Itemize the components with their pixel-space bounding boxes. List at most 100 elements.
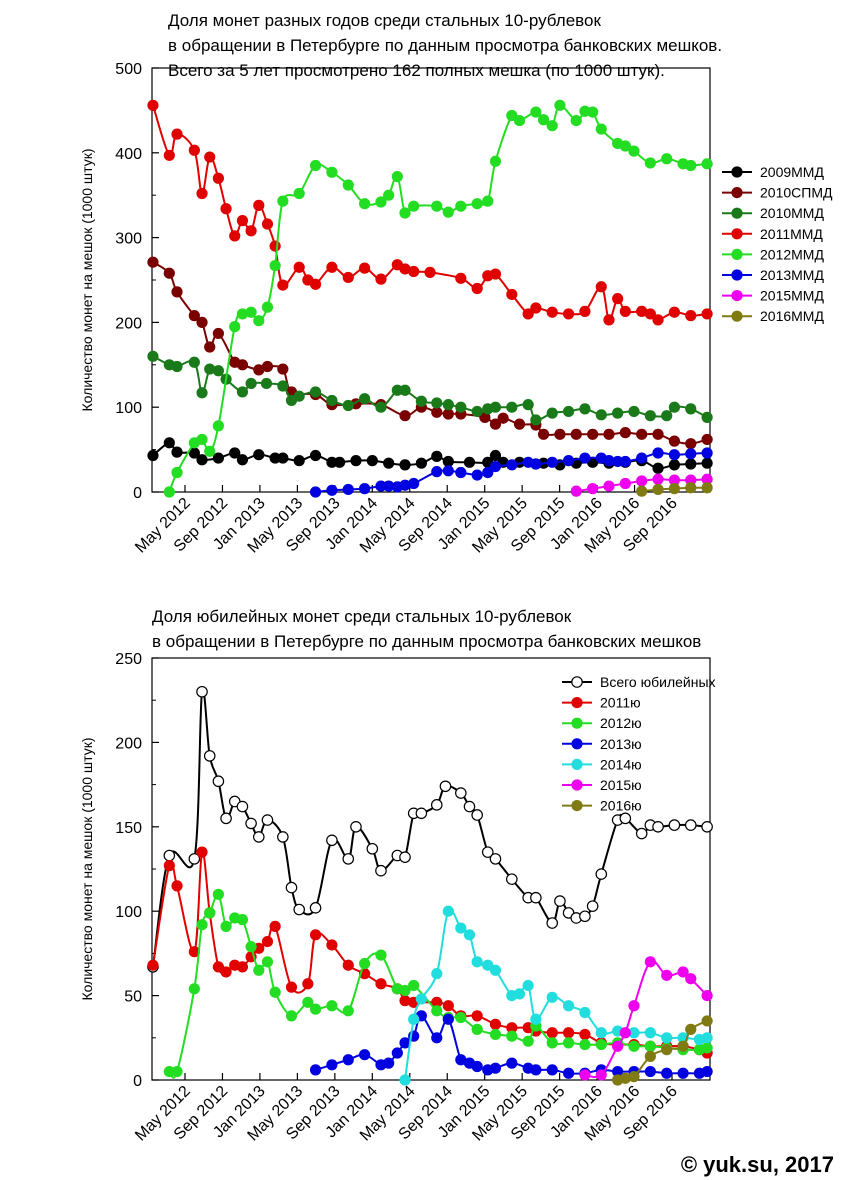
data-point — [471, 282, 483, 295]
data-point — [701, 1065, 713, 1078]
data-point — [253, 199, 265, 211]
data-point — [236, 308, 249, 320]
data-point — [342, 399, 354, 412]
data-point — [277, 195, 289, 207]
data-point — [326, 394, 338, 407]
data-point — [685, 310, 697, 322]
data-point — [196, 685, 208, 698]
data-point — [269, 240, 281, 252]
data-point — [644, 157, 656, 169]
data-point — [685, 448, 697, 460]
data-point — [171, 466, 183, 479]
data-point — [359, 198, 371, 210]
data-point — [431, 968, 443, 980]
data-point — [537, 428, 550, 440]
data-point — [212, 172, 224, 184]
data-point — [391, 1047, 403, 1059]
data-point — [408, 200, 420, 212]
data-point — [375, 196, 387, 208]
data-point — [245, 817, 257, 830]
data-point — [479, 411, 491, 423]
data-point — [342, 271, 354, 284]
data-point — [383, 1057, 395, 1069]
data-point — [204, 341, 216, 353]
y-tick-label: 250 — [115, 651, 142, 668]
data-point — [375, 978, 387, 990]
data-point — [350, 455, 362, 467]
data-point — [359, 262, 371, 274]
data-point — [261, 956, 274, 968]
data-point — [570, 485, 582, 497]
series-4 — [309, 1010, 713, 1079]
data-point — [415, 395, 427, 407]
legend: Всего юбилейных 2011ю 2012ю 2013ю 2014ю 2015ю… — [562, 674, 716, 814]
data-point — [442, 455, 454, 468]
data-point — [220, 966, 232, 978]
data-point — [619, 812, 632, 825]
data-point — [163, 849, 176, 862]
data-point — [269, 986, 281, 998]
data-point — [506, 1022, 518, 1034]
data-point — [701, 158, 713, 170]
data-point — [455, 272, 467, 284]
data-point — [285, 881, 298, 894]
data-point — [188, 983, 200, 995]
chart-2: Доля юбилейных монет среди стальных 10-р… — [79, 607, 716, 1145]
data-point — [587, 428, 599, 440]
data-point — [644, 1065, 656, 1078]
data-point — [546, 1037, 558, 1049]
data-point — [204, 363, 216, 375]
data-point — [147, 256, 159, 268]
data-point — [636, 452, 648, 464]
data-point — [595, 1027, 607, 1039]
data-point — [391, 384, 403, 396]
data-point — [579, 1006, 591, 1019]
legend-swatch-marker — [731, 207, 743, 219]
data-point — [652, 314, 664, 326]
data-point — [399, 207, 411, 219]
legend-label: 2011ММД — [760, 226, 823, 242]
data-point — [277, 831, 289, 843]
data-point — [431, 1005, 443, 1017]
series-1 — [147, 685, 713, 973]
data-point — [481, 846, 494, 858]
legend-swatch-marker — [731, 290, 743, 302]
data-point — [506, 1030, 518, 1042]
data-point — [489, 1018, 502, 1030]
data-point — [595, 868, 608, 880]
legend-label: 2010ММД — [760, 205, 824, 221]
data-point — [245, 306, 257, 318]
data-point — [463, 456, 476, 468]
data-point — [635, 827, 648, 840]
data-point — [408, 477, 420, 490]
series-7 — [570, 473, 713, 497]
data-point — [579, 452, 591, 464]
data-point — [562, 455, 575, 467]
data-point — [293, 390, 305, 402]
data-point — [309, 386, 322, 398]
data-point — [701, 820, 713, 833]
data-point — [236, 454, 249, 466]
data-point — [163, 486, 175, 498]
y-tick-label: 0 — [133, 1073, 142, 1090]
data-point — [661, 1067, 673, 1079]
data-point — [163, 1065, 175, 1078]
data-point — [188, 310, 200, 322]
data-point — [171, 128, 183, 140]
data-point — [326, 166, 338, 178]
data-point — [628, 145, 640, 157]
data-point — [530, 458, 542, 470]
data-point — [546, 991, 558, 1003]
data-point — [220, 203, 232, 215]
data-point — [309, 902, 322, 914]
legend-label: 2009ММД — [760, 164, 824, 180]
data-point — [236, 386, 249, 398]
series-1 — [147, 437, 713, 474]
data-point — [579, 1028, 591, 1041]
data-point — [196, 433, 208, 446]
data-point — [212, 365, 224, 377]
data-point — [471, 956, 483, 968]
data-point — [342, 959, 354, 971]
data-point — [701, 990, 713, 1002]
